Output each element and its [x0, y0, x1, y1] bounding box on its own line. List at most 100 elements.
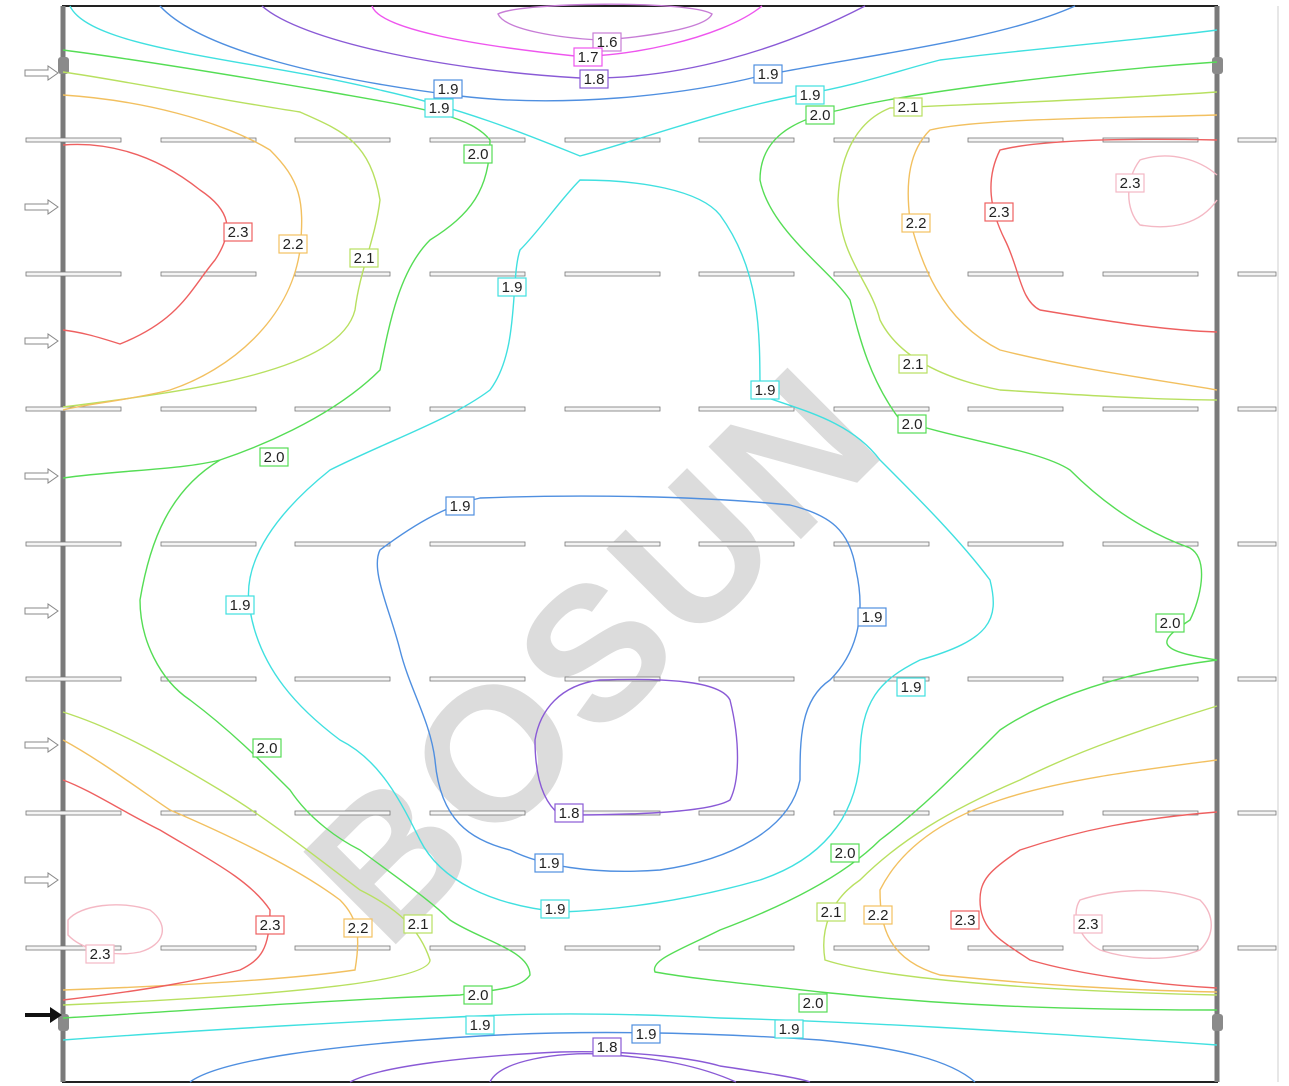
contour-label: 1.9 — [631, 1024, 661, 1044]
luminaire — [1102, 676, 1199, 682]
contour-line-1.7 — [371, 5, 763, 57]
contour-label-text: 1.9 — [539, 855, 560, 872]
contour-label: 2.3 — [223, 222, 253, 242]
contour-line-1.8 — [349, 1051, 811, 1083]
contour-lines — [62, 3, 1218, 1083]
contour-line-1.9 — [376, 495, 861, 872]
contour-label: 2.1 — [893, 97, 923, 117]
luminaire-rows — [25, 137, 1277, 951]
contour-label-text: 2.3 — [228, 224, 249, 241]
contour-label: 2.2 — [901, 213, 931, 233]
luminaire — [294, 945, 391, 951]
contour-label: 1.9 — [445, 496, 475, 516]
contour-label-text: 2.0 — [264, 449, 285, 466]
contour-line-2.3 — [62, 143, 228, 345]
contour-label: 1.9 — [753, 64, 783, 84]
contour-label: 2.0 — [463, 985, 493, 1005]
contour-line-1.8 — [534, 678, 739, 816]
luminaire — [564, 137, 661, 143]
luminaire — [1102, 945, 1199, 951]
contour-label: 2.1 — [403, 914, 433, 934]
contour-label: 2.3 — [85, 944, 115, 964]
luminaire — [294, 137, 391, 143]
contour-label: 2.0 — [1155, 613, 1185, 633]
luminaire — [833, 810, 930, 816]
luminaire — [1102, 541, 1199, 547]
contour-label-text: 2.0 — [1160, 615, 1181, 632]
luminaire — [429, 810, 526, 816]
contour-line-2.0 — [62, 459, 531, 1019]
contour-line-2.1 — [62, 71, 381, 408]
contour-label-text: 1.8 — [597, 1039, 618, 1056]
direction-arrows — [24, 65, 62, 1023]
light-direction-arrow-icon — [24, 199, 59, 215]
contour-label-text: 2.0 — [902, 416, 923, 433]
contour-label: 2.1 — [816, 902, 846, 922]
contour-label-text: 2.0 — [468, 987, 489, 1004]
contour-label: 1.9 — [534, 853, 564, 873]
contour-label: 1.9 — [225, 595, 255, 615]
contour-label-text: 2.2 — [348, 920, 369, 937]
light-direction-arrow-icon — [24, 468, 59, 484]
luminaire — [967, 541, 1064, 547]
contour-label: 2.0 — [897, 414, 927, 434]
contour-label: 1.9 — [795, 85, 825, 105]
contour-label-text: 1.9 — [862, 609, 883, 626]
contour-label: 1.9 — [497, 277, 527, 297]
contour-line-2.3 — [979, 811, 1218, 989]
contour-label-text: 1.9 — [779, 1021, 800, 1038]
luminaire — [1102, 271, 1199, 277]
contour-label: 2.3 — [950, 910, 980, 930]
contour-labels: 1.61.71.81.91.91.91.92.02.12.02.32.32.22… — [85, 32, 1185, 1057]
contour-label: 1.9 — [433, 79, 463, 99]
light-direction-arrow-icon — [24, 333, 59, 349]
luminaire — [160, 406, 257, 412]
contour-label-text: 2.2 — [868, 907, 889, 924]
contour-label: 1.9 — [774, 1019, 804, 1039]
post-marker — [58, 57, 69, 74]
light-direction-arrow-icon — [24, 737, 59, 753]
luminaire — [1237, 271, 1277, 277]
luminaire — [429, 137, 526, 143]
luminaire — [160, 676, 257, 682]
contour-line-2.1 — [62, 711, 431, 1006]
contour-label-text: 2.0 — [810, 107, 831, 124]
contour-label-text: 2.0 — [257, 740, 278, 757]
contour-label-text: 1.9 — [230, 597, 251, 614]
contour-label: 2.0 — [463, 144, 493, 164]
contour-label: 1.9 — [424, 98, 454, 118]
contour-line-1.7 — [489, 1053, 737, 1083]
contour-label-text: 1.9 — [470, 1017, 491, 1034]
watermark: BOSUN — [266, 326, 922, 982]
contour-label: 2.0 — [805, 105, 835, 125]
luminaire — [698, 945, 795, 951]
luminaire — [967, 271, 1064, 277]
contour-label-text: 1.9 — [429, 100, 450, 117]
luminaire — [429, 676, 526, 682]
luminaire — [833, 271, 930, 277]
contour-label: 2.3 — [984, 202, 1014, 222]
luminaire — [833, 541, 930, 547]
luminaire — [1237, 406, 1277, 412]
luminaire — [833, 406, 930, 412]
contour-line-1.9 — [62, 1013, 1218, 1046]
contour-label-text: 1.7 — [578, 49, 599, 66]
contour-label-text: 2.1 — [821, 904, 842, 921]
luminaire — [1237, 810, 1277, 816]
contour-label-text: 2.3 — [1078, 916, 1099, 933]
contour-label-text: 2.3 — [955, 912, 976, 929]
luminaire — [564, 406, 661, 412]
contour-line-2.1 — [837, 91, 1218, 401]
contour-line-2.3 — [62, 779, 271, 1001]
contour-label: 2.0 — [830, 843, 860, 863]
luminaire — [25, 676, 122, 682]
contour-label-text: 1.9 — [636, 1026, 657, 1043]
luminaire — [1237, 137, 1277, 143]
contour-label-text: 1.9 — [800, 87, 821, 104]
contour-label-text: 1.9 — [450, 498, 471, 515]
contour-line-2.0 — [653, 659, 1218, 1011]
contour-label-text: 2.2 — [906, 215, 927, 232]
luminaire — [564, 271, 661, 277]
contour-label-text: 2.0 — [803, 995, 824, 1012]
contour-label: 2.0 — [798, 993, 828, 1013]
